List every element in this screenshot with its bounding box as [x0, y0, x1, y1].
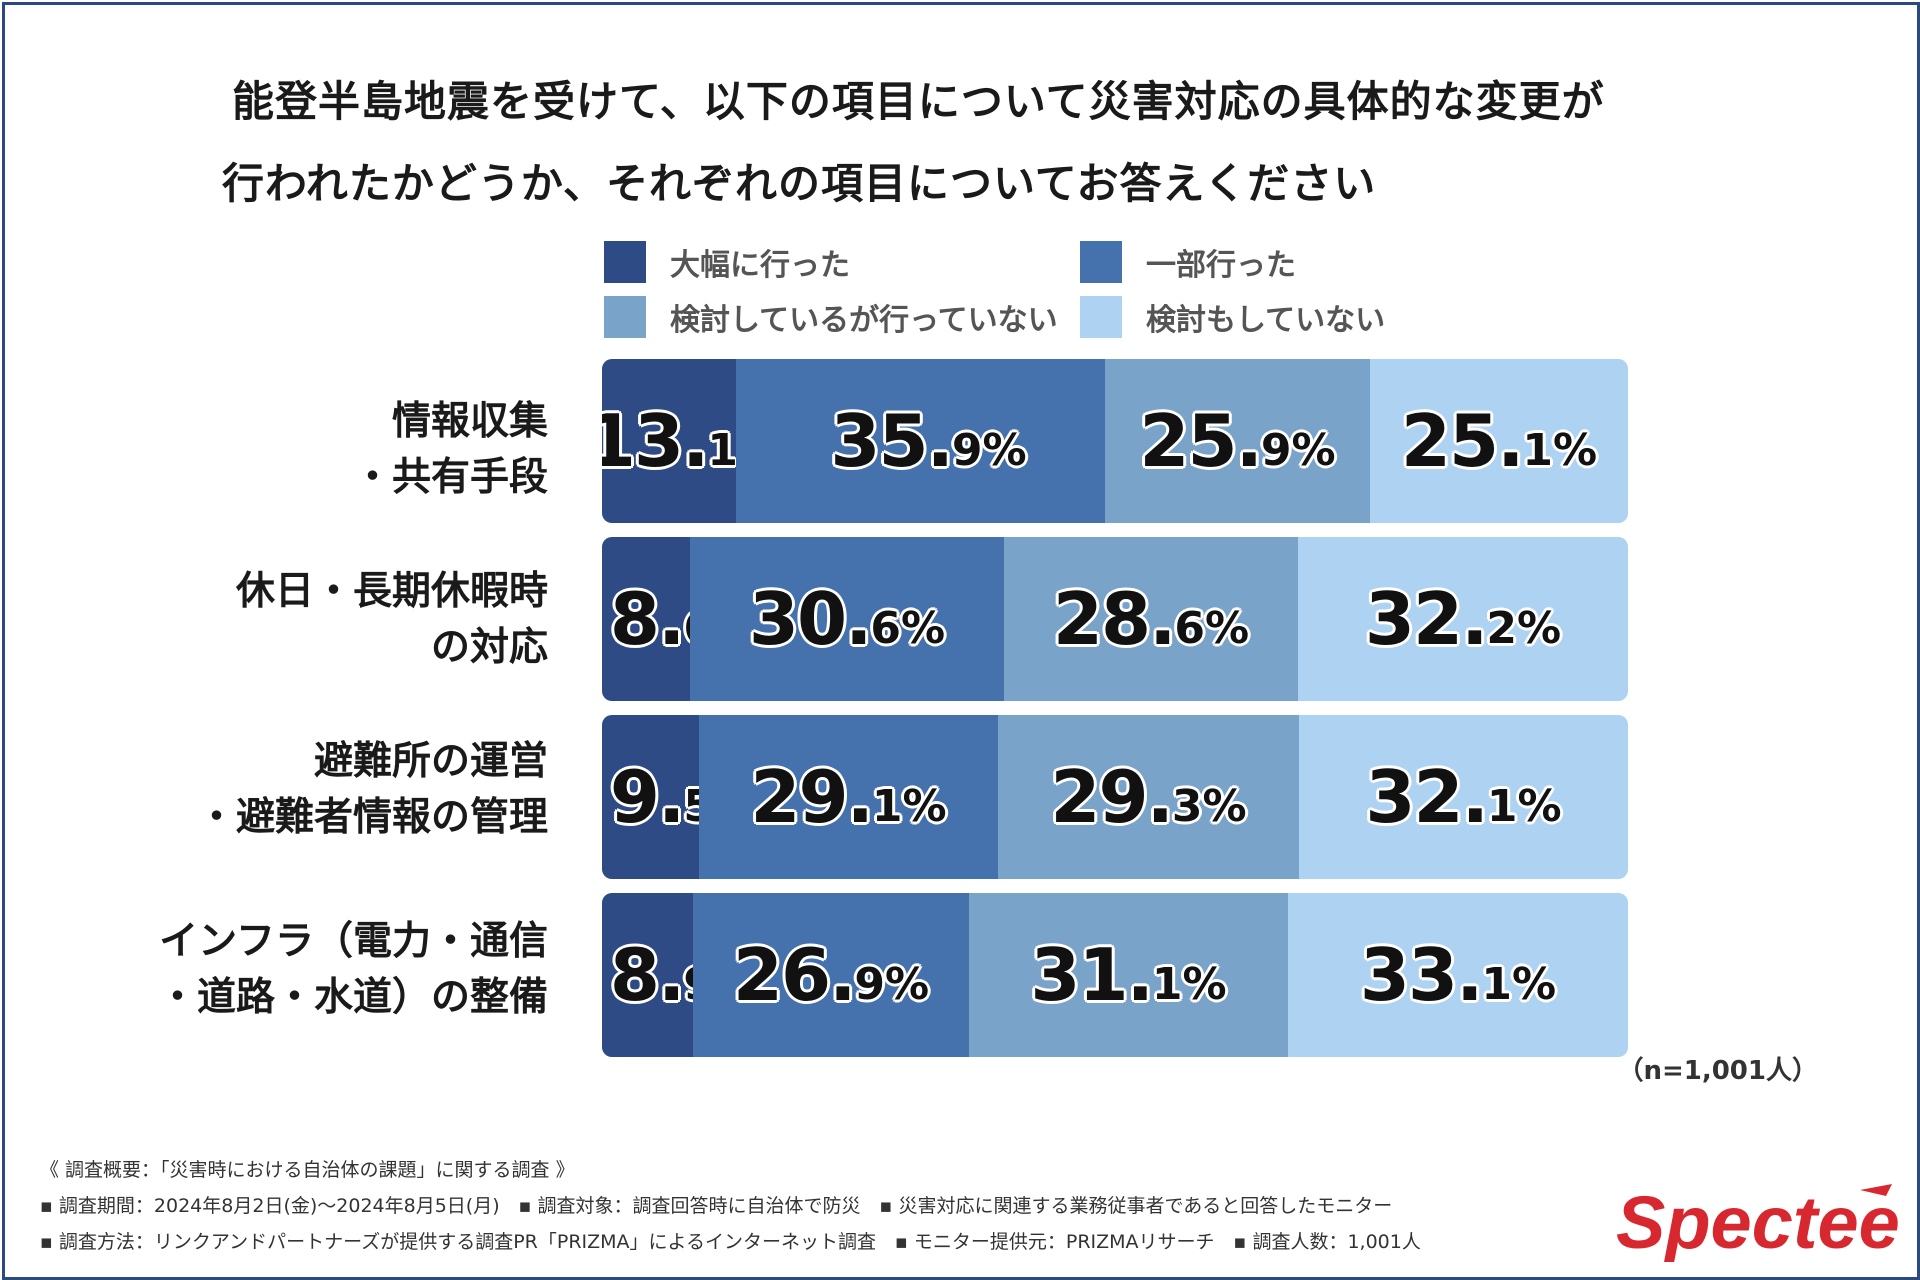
bar-segment-considering [969, 893, 1288, 1057]
row-label-line: ・避難者情報の管理 [196, 795, 548, 840]
data-label-integer: 35. [830, 399, 954, 483]
logo-mark [1860, 1184, 1892, 1196]
data-label-decimal: 6% [870, 602, 946, 654]
data-label-integer: 28. [1052, 577, 1177, 661]
spectee-logo: Spectee [1616, 1182, 1900, 1262]
bar-segment-major [602, 359, 736, 523]
legend-item-not-considering: 検討もしていない [1080, 295, 1385, 339]
data-label-decimal: 1% [1481, 958, 1557, 1010]
data-label: 30. 6% [727, 537, 967, 701]
bar-segment-not-considering [1288, 893, 1628, 1057]
data-label-decimal: 3% [1171, 780, 1247, 832]
bar-segment-partial [699, 715, 998, 879]
row-label-line: インフラ（電力・通信 [159, 919, 548, 964]
bar-row-2: 8.6%30.6%28.6%32.2% [602, 537, 1628, 701]
logo-text: Spectee [1616, 1182, 1900, 1262]
legend-label: 一部行った [1146, 248, 1296, 283]
legend-label: 大幅に行った [670, 248, 850, 283]
row-label-shelter: 避難所の運営 ・避難者情報の管理 [197, 734, 548, 846]
row-label-info-sharing: 情報収集 ・共有手段 [353, 394, 548, 506]
legend-swatch [604, 241, 646, 283]
row-label-line: ・道路・水道）の整備 [157, 975, 548, 1020]
legend-swatch [604, 296, 646, 338]
data-label-integer: 32. [1365, 755, 1489, 839]
row-label-line: 情報収集 [391, 399, 548, 444]
bar-segment-major [602, 893, 693, 1057]
data-label-decimal: 1% [1486, 780, 1562, 832]
legend-item-considering: 検討しているが行っていない [604, 295, 1058, 339]
data-label-integer: 25. [1139, 399, 1263, 483]
row-label-infrastructure: インフラ（電力・通信 ・道路・水道）の整備 [158, 914, 548, 1026]
data-label-integer: 32. [1364, 577, 1489, 661]
data-label-decimal: 9% [1260, 424, 1336, 476]
row-label-line: の対応 [430, 625, 548, 670]
data-label-integer: 33. [1359, 933, 1484, 1017]
bar-row-3: 9.5%29.1%29.3%32.1% [602, 715, 1628, 879]
bar-segment-considering [998, 715, 1299, 879]
data-label-decimal: 1% [1151, 958, 1227, 1010]
data-label: 35. 9% [809, 359, 1049, 523]
data-label: 33. 1% [1338, 893, 1578, 1057]
sample-size: （n=1,001人） [1617, 1056, 1818, 1086]
data-label-decimal: 6% [1174, 602, 1250, 654]
data-label-integer: 29. [1050, 755, 1174, 839]
data-label: 32. 1% [1344, 715, 1584, 879]
legend-item-major: 大幅に行った [604, 240, 850, 284]
bar-segment-not-considering [1370, 359, 1628, 523]
legend-label: 検討しているが行っていない [670, 303, 1058, 338]
data-label-integer: 31. [1030, 933, 1154, 1017]
data-label-integer: 26. [732, 933, 857, 1017]
data-label: 25. 1% [1379, 359, 1619, 523]
title-line-2: 行われたかどうか、それぞれの項目についてお答えください [222, 159, 1377, 208]
bar-segment-major [602, 537, 690, 701]
data-label-integer: 9. [609, 755, 685, 839]
title-line-1: 能登半島地震を受けて、以下の項目について災害対応の具体的な変更が [232, 77, 1605, 126]
data-label-decimal: 1% [871, 780, 947, 832]
data-label: 28. 6% [1031, 537, 1271, 701]
data-label: 29. 3% [1029, 715, 1269, 879]
bar-segment-partial [690, 537, 1004, 701]
data-label: 26. 9% [711, 893, 951, 1057]
data-label: 32. 2% [1343, 537, 1583, 701]
data-label-decimal: 9% [951, 424, 1027, 476]
row-label-line: ・共有手段 [352, 455, 548, 500]
notes-line: ▪ 調査方法：リンクアンドパートナーズが提供する調査PR「PRIZMA」によるイ… [40, 1231, 1421, 1253]
data-label: 29. 1% [729, 715, 969, 879]
data-label-integer: 29. [750, 755, 874, 839]
legend-swatch [1080, 296, 1122, 338]
row-label-line: 休日・長期休暇時 [235, 569, 548, 614]
data-label-integer: 8. [609, 933, 685, 1017]
bar-segment-considering [1004, 537, 1298, 701]
bar-segment-not-considering [1299, 715, 1628, 879]
data-label-decimal: 2% [1486, 602, 1562, 654]
legend-item-partial: 一部行った [1080, 240, 1296, 284]
survey-notes: 《 調査概要：「災害時における自治体の課題」に関する調査 》 ▪ 調査期間：20… [40, 1152, 1421, 1260]
data-label: 25. 9% [1118, 359, 1358, 523]
legend-swatch [1080, 241, 1122, 283]
row-label-holiday: 休日・長期休暇時 の対応 [236, 564, 548, 676]
bar-row-4: 8.9%26.9%31.1%33.1% [602, 893, 1628, 1057]
legend: 大幅に行った 一部行った 検討しているが行っていない 検討もしていない [604, 240, 1404, 340]
data-label-decimal: 1% [1522, 424, 1598, 476]
row-label-line: 避難所の運営 [313, 739, 548, 784]
bar-segment-major [602, 715, 699, 879]
bar-segment-partial [693, 893, 969, 1057]
data-label-integer: 25. [1400, 399, 1525, 483]
bar-segment-not-considering [1298, 537, 1628, 701]
data-label-integer: 8. [609, 577, 685, 661]
data-label-decimal: 9% [854, 958, 930, 1010]
legend-label: 検討もしていない [1146, 303, 1386, 338]
bar-segment-considering [1105, 359, 1370, 523]
notes-line: ▪ 調査期間：2024年8月2日(金)〜2024年8月5日(月) ▪ 調査対象：… [40, 1195, 1393, 1217]
data-label-integer: 13. [602, 399, 709, 483]
data-label: 31. 1% [1009, 893, 1249, 1057]
bar-segment-partial [736, 359, 1105, 523]
notes-heading: 《 調査概要：「災害時における自治体の課題」に関する調査 》 [40, 1159, 575, 1181]
data-label-integer: 30. [748, 577, 873, 661]
bar-row-1: 13.1%35.9%25.9%25.1% [602, 359, 1628, 523]
